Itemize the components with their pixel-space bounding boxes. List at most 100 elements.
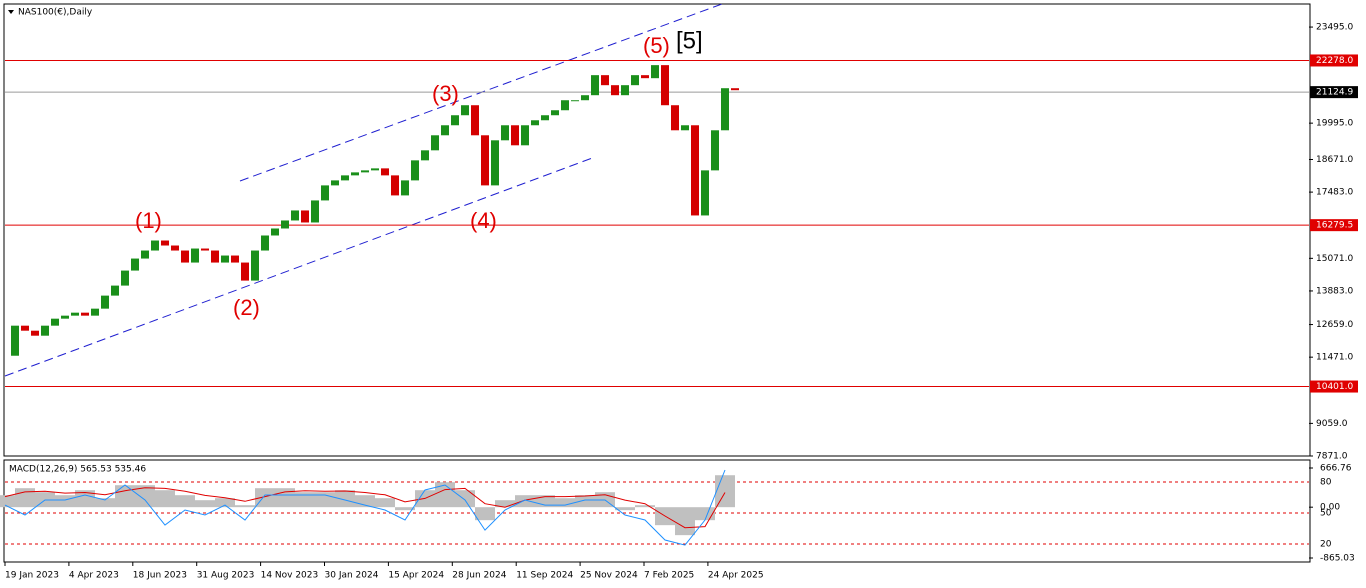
y-tick-label: 15071.0	[1316, 254, 1353, 264]
candle	[611, 85, 619, 96]
candle	[101, 295, 109, 309]
y2-tick-label: 50	[1320, 509, 1332, 519]
y-tick-label: 7871.0	[1316, 452, 1348, 462]
candle	[21, 325, 29, 331]
candle	[141, 250, 149, 259]
macd-bar	[575, 495, 595, 508]
candle	[41, 325, 49, 336]
candle	[221, 255, 229, 263]
candle	[471, 105, 479, 136]
x-tick-label: 19 Jan 2023	[5, 571, 59, 581]
candle	[681, 125, 689, 131]
candle	[111, 285, 119, 296]
macd-bar	[295, 492, 315, 508]
macd-panel	[3, 459, 1311, 563]
x-tick-label: 11 Sep 2024	[516, 571, 573, 581]
candle	[241, 262, 249, 281]
y2-tick-label: 80	[1320, 478, 1332, 488]
wave-label: (3)	[432, 81, 459, 106]
macd-bar	[475, 507, 495, 521]
y-tick-label: 11471.0	[1316, 353, 1353, 363]
candle	[231, 255, 239, 263]
y-tick-label: -865.03	[1320, 554, 1355, 564]
macd-bar	[235, 505, 255, 508]
candle	[541, 115, 549, 121]
candle	[501, 125, 509, 141]
macd-bar	[635, 505, 655, 508]
macd-bar	[615, 507, 635, 511]
candle	[161, 240, 169, 246]
x-tick-label: 28 Jun 2024	[452, 571, 506, 581]
candle	[291, 210, 299, 221]
y-tick-label: 12659.0	[1316, 320, 1353, 330]
candle	[81, 312, 89, 316]
candle	[721, 88, 729, 131]
candle	[211, 250, 219, 263]
candle	[691, 125, 699, 216]
macd-bar	[0, 495, 15, 508]
menu-arrow	[8, 10, 14, 14]
y-tick-label: 18671.0	[1316, 155, 1353, 165]
candle	[441, 125, 449, 136]
macd-bar	[555, 498, 575, 508]
candle	[261, 235, 269, 251]
macd-bar	[455, 490, 475, 508]
level-label: 22278.0	[1316, 56, 1353, 66]
candle	[431, 135, 439, 151]
macd-line	[4, 469, 726, 546]
macd-bar	[135, 485, 155, 508]
candle	[171, 245, 179, 251]
candle	[631, 75, 639, 86]
candle	[301, 210, 309, 223]
channel-lower	[4, 156, 596, 377]
y-tick-label: 9059.0	[1316, 419, 1348, 429]
wave-label: (1)	[135, 208, 162, 233]
macd-bar	[195, 500, 215, 508]
macd-bar	[315, 492, 335, 508]
candle	[11, 325, 19, 356]
macd-bar	[715, 475, 735, 508]
candle	[281, 220, 289, 229]
candle	[71, 312, 79, 316]
candle	[421, 150, 429, 161]
macd-line	[4, 487, 726, 529]
candle	[601, 75, 609, 86]
level-label: 10401.0	[1316, 382, 1353, 392]
candle	[731, 88, 739, 91]
x-tick-label: 24 Apr 2025	[708, 571, 764, 581]
x-tick-label: 18 Jun 2023	[133, 571, 187, 581]
candle	[121, 270, 129, 286]
candle	[571, 100, 579, 102]
candle	[531, 120, 539, 126]
x-tick-label: 30 Jan 2024	[325, 571, 379, 581]
candle	[51, 318, 59, 326]
wave-label: (4)	[470, 208, 497, 233]
candle	[371, 168, 379, 171]
y-tick-label: 17483.0	[1316, 188, 1353, 198]
macd-bar	[535, 495, 555, 508]
candle	[381, 168, 389, 176]
level-tag	[1310, 54, 1358, 67]
x-tick-label: 4 Apr 2023	[69, 571, 119, 581]
macd-bar	[55, 495, 75, 508]
y-tick-label: 13883.0	[1316, 286, 1353, 296]
candle	[351, 172, 359, 176]
candle	[181, 250, 189, 263]
macd-bar	[75, 490, 95, 508]
candle	[621, 85, 629, 96]
level-tag	[1310, 380, 1358, 393]
macd-title: MACD(12,26,9) 565.53 535.46	[9, 465, 146, 475]
candle	[711, 130, 719, 171]
candle	[131, 258, 139, 271]
wave-label: (2)	[233, 295, 260, 320]
macd-bar	[95, 498, 115, 508]
macd-bar	[695, 507, 715, 521]
macd-bar	[495, 500, 515, 508]
candle	[341, 175, 349, 181]
x-tick-label: 14 Nov 2023	[261, 571, 319, 581]
candle	[401, 180, 409, 196]
candle	[451, 115, 459, 126]
candle	[321, 185, 329, 201]
level-tag	[1310, 219, 1358, 232]
